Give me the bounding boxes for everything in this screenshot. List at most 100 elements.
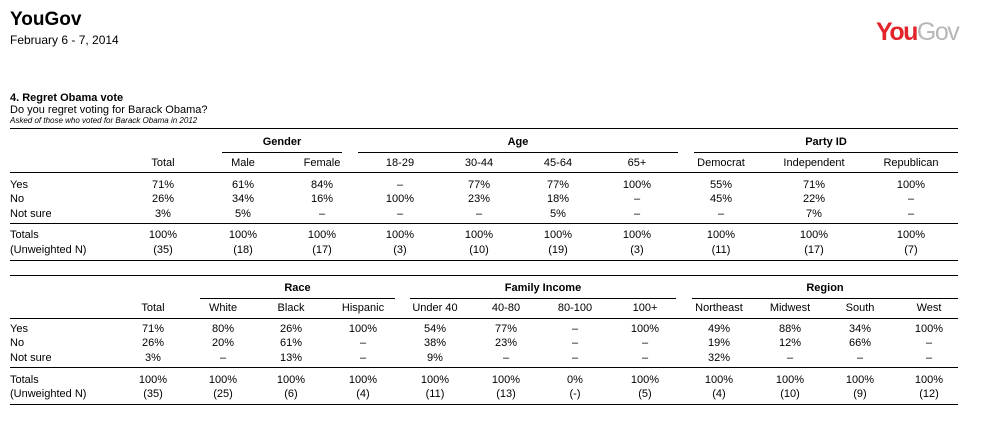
group-header-gender: Gender bbox=[262, 136, 302, 148]
cell-no: – bbox=[925, 337, 933, 349]
cell-unweighted-n: (9) bbox=[853, 388, 867, 400]
cell-not-sure: – bbox=[907, 208, 915, 220]
cell-yes: 100% bbox=[896, 179, 926, 191]
cell-unweighted-n: (17) bbox=[804, 244, 824, 256]
col-header-total: Total bbox=[151, 157, 175, 169]
cell-unweighted-n: (11) bbox=[711, 244, 731, 256]
cell-no: – bbox=[907, 193, 915, 205]
cell-unweighted-n: (17) bbox=[312, 244, 332, 256]
col-header-independent: Independent bbox=[783, 157, 845, 169]
cell-yes: 84% bbox=[310, 179, 334, 191]
cell-totals: 100% bbox=[464, 229, 494, 241]
cell-unweighted-n: (3) bbox=[393, 244, 407, 256]
cell-not-sure: – bbox=[571, 352, 579, 364]
cell-yes: – bbox=[571, 323, 579, 335]
cell-no: 12% bbox=[778, 337, 802, 349]
cell-not-sure: – bbox=[633, 208, 641, 220]
cell-yes: 26% bbox=[279, 323, 303, 335]
table-bottom-rule bbox=[10, 260, 958, 261]
cell-no: – bbox=[359, 337, 367, 349]
cell-yes: 100% bbox=[622, 179, 652, 191]
row-label-no: No bbox=[10, 337, 25, 349]
col-header-hispanic: Hispanic bbox=[341, 302, 385, 314]
cell-not-sure: – bbox=[396, 208, 404, 220]
group-rule-family-income bbox=[410, 298, 676, 299]
col-header-south: South bbox=[845, 302, 875, 314]
cell-no: 38% bbox=[423, 337, 447, 349]
row-label-totals: Totals bbox=[10, 374, 39, 386]
cell-no: – bbox=[571, 337, 579, 349]
group-header-region: Region bbox=[806, 282, 844, 294]
cell-no: 100% bbox=[385, 193, 415, 205]
col-header-100-plus: 100+ bbox=[632, 302, 658, 314]
col-header-white: White bbox=[208, 302, 238, 314]
cell-no: 61% bbox=[279, 337, 303, 349]
cell-no: 26% bbox=[151, 193, 175, 205]
group-header-age: Age bbox=[507, 136, 529, 148]
cell-not-sure: – bbox=[502, 352, 510, 364]
cell-totals: 100% bbox=[307, 229, 337, 241]
cell-yes: 55% bbox=[709, 179, 733, 191]
brand-title: YouGov bbox=[10, 9, 82, 30]
cell-unweighted-n: (19) bbox=[548, 244, 568, 256]
col-header-west: West bbox=[916, 302, 942, 314]
cell-yes: 54% bbox=[423, 323, 447, 335]
cell-no: 18% bbox=[546, 193, 570, 205]
row-label-unweighted-n: (Unweighted N) bbox=[10, 388, 87, 400]
col-header-45-64: 45-64 bbox=[543, 157, 573, 169]
cell-totals: 100% bbox=[896, 229, 926, 241]
cell-totals: 100% bbox=[622, 229, 652, 241]
cell-yes: 49% bbox=[707, 323, 731, 335]
cell-no: 34% bbox=[231, 193, 255, 205]
cell-yes: 100% bbox=[348, 323, 378, 335]
cell-yes: 80% bbox=[211, 323, 235, 335]
col-header-midwest: Midwest bbox=[769, 302, 811, 314]
group-header-family-income: Family Income bbox=[504, 282, 582, 294]
table-top-rule bbox=[10, 128, 958, 129]
cell-unweighted-n: (4) bbox=[712, 388, 726, 400]
group-rule-region bbox=[692, 298, 958, 299]
cell-totals: 100% bbox=[704, 374, 734, 386]
cell-unweighted-n: (10) bbox=[780, 388, 800, 400]
cell-yes: 77% bbox=[546, 179, 570, 191]
cell-no: – bbox=[641, 337, 649, 349]
question-text: Do you regret voting for Barack Obama? bbox=[10, 104, 208, 116]
row-label-totals: Totals bbox=[10, 229, 39, 241]
cell-yes: 100% bbox=[630, 323, 660, 335]
row-label-yes: Yes bbox=[10, 323, 28, 335]
cell-unweighted-n: (10) bbox=[469, 244, 489, 256]
cell-totals: 100% bbox=[228, 229, 258, 241]
col-header-female: Female bbox=[303, 157, 341, 169]
cell-unweighted-n: (7) bbox=[904, 244, 918, 256]
cell-not-sure: – bbox=[925, 352, 933, 364]
cell-totals: 100% bbox=[845, 374, 875, 386]
cell-yes: 71% bbox=[141, 323, 165, 335]
row-label-not-sure: Not sure bbox=[10, 352, 52, 364]
cell-not-sure: – bbox=[641, 352, 649, 364]
cell-totals: 100% bbox=[385, 229, 415, 241]
cell-unweighted-n: (5) bbox=[638, 388, 652, 400]
cell-yes: 100% bbox=[914, 323, 944, 335]
group-rule-party-id bbox=[694, 152, 958, 153]
cell-no: 66% bbox=[848, 337, 872, 349]
col-header-total: Total bbox=[141, 302, 165, 314]
cell-unweighted-n: (4) bbox=[356, 388, 370, 400]
table-top-rule bbox=[10, 275, 958, 276]
cell-yes: 34% bbox=[848, 323, 872, 335]
cell-yes: 77% bbox=[467, 179, 491, 191]
cell-unweighted-n: (18) bbox=[233, 244, 253, 256]
yougov-logo: YouGov bbox=[876, 17, 960, 47]
cell-yes: 71% bbox=[151, 179, 175, 191]
cell-not-sure: 32% bbox=[707, 352, 731, 364]
col-header-male: Male bbox=[231, 157, 255, 169]
col-header-30-44: 30-44 bbox=[464, 157, 494, 169]
cell-no: 20% bbox=[211, 337, 235, 349]
row-label-unweighted-n: (Unweighted N) bbox=[10, 244, 87, 256]
cell-no: 16% bbox=[310, 193, 334, 205]
cell-not-sure: 7% bbox=[806, 208, 822, 220]
group-rule-age bbox=[358, 152, 678, 153]
cell-no: 23% bbox=[467, 193, 491, 205]
group-rule-race bbox=[200, 298, 395, 299]
cell-totals: 100% bbox=[276, 374, 306, 386]
cell-not-sure: – bbox=[475, 208, 483, 220]
